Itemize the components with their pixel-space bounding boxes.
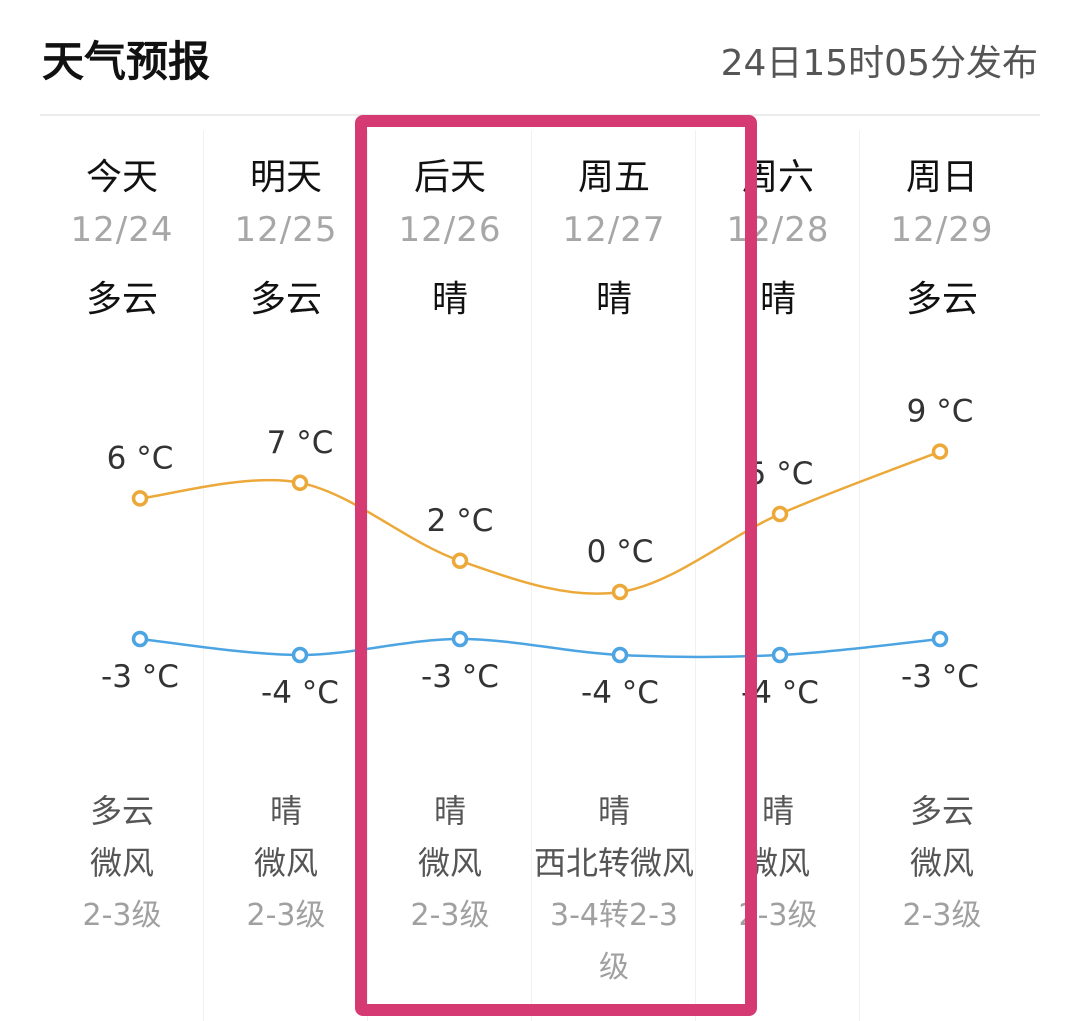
high-temp-point [291, 474, 309, 492]
day-condition: 晴 [431, 279, 468, 320]
high-temp-point [611, 583, 629, 601]
night-condition: 多云 [909, 792, 974, 830]
night-condition: 晴 [761, 792, 794, 830]
day-condition: 多云 [85, 279, 158, 320]
high-temp-label: 9 °C [907, 394, 974, 430]
low-temp-point [771, 646, 789, 664]
day-condition: 多云 [905, 279, 978, 320]
high-temp-point [931, 443, 949, 460]
high-temp-label: 6 °C [107, 440, 174, 476]
high-temp-point [451, 552, 469, 570]
column-divider [859, 130, 860, 1021]
highlight-box [355, 115, 757, 1016]
night-condition: 晴 [597, 792, 630, 830]
low-temp-line [139, 637, 941, 659]
low-temp-point [611, 646, 629, 664]
day-label: 周五 [577, 157, 650, 198]
day-label: 后天 [413, 157, 486, 198]
day-label: 周日 [905, 157, 978, 198]
forecast-day-today[interactable]: 今天 12/24 多云 多云 微风 2-3级 [40, 120, 204, 1021]
day-date: 12/25 [234, 210, 338, 250]
day-date: 12/27 [562, 210, 666, 250]
day-label: 明天 [249, 157, 322, 198]
high-temp-line [139, 450, 941, 595]
wind-level: 2-3级 [902, 898, 982, 933]
day-label: 今天 [85, 157, 158, 198]
wind-direction: 微风 [417, 844, 482, 882]
day-condition: 晴 [595, 279, 632, 320]
wind-level: 2-3级 [246, 898, 326, 933]
day-date: 12/26 [398, 210, 502, 250]
high-temp-label: 0 °C [587, 534, 654, 570]
low-temp-label: -3 °C [421, 659, 499, 695]
low-temp-point [131, 630, 149, 648]
high-temp-label: 5 °C [747, 456, 814, 492]
wind-level: 3-4转2-3级 [550, 898, 678, 985]
wind-level: 2-3级 [410, 898, 490, 933]
column-divider [367, 130, 368, 1021]
low-temp-point [931, 630, 949, 648]
high-temp-point [131, 490, 149, 507]
forecast-day-tomorrow[interactable]: 明天 12/25 多云 晴 微风 2-3级 [204, 120, 368, 1021]
wind-level: 2-3级 [82, 898, 162, 933]
day-date: 12/29 [890, 210, 994, 250]
low-temp-point [291, 646, 309, 664]
forecast-day-sunday[interactable]: 周日 12/29 多云 多云 微风 2-3级 [860, 120, 1024, 1021]
column-divider [203, 130, 204, 1021]
wind-direction: 微风 [253, 844, 318, 882]
wind-direction: 微风 [89, 844, 154, 882]
publish-time: 24日15时05分发布 [720, 43, 1038, 84]
column-divider [531, 130, 532, 1021]
night-condition: 晴 [433, 792, 466, 830]
night-condition: 晴 [269, 792, 302, 830]
forecast-day-friday[interactable]: 周五 12/27 晴 晴 西北转微风 3-4转2-3级 [532, 120, 696, 1021]
high-temp-point [771, 505, 789, 523]
high-temp-label: 2 °C [427, 503, 494, 539]
page-title: 天气预报 [42, 37, 211, 86]
low-temp-label: -3 °C [101, 659, 179, 695]
wind-direction: 微风 [909, 844, 974, 882]
night-condition: 多云 [89, 792, 154, 830]
day-condition: 晴 [759, 279, 796, 320]
day-date: 12/28 [726, 210, 830, 250]
wind-direction: 西北转微风 [533, 844, 694, 882]
low-temp-label: -4 °C [261, 675, 339, 711]
low-temp-point [451, 630, 469, 648]
day-condition: 多云 [249, 279, 322, 320]
low-temp-label: -4 °C [581, 675, 659, 711]
low-temp-label: -3 °C [901, 659, 979, 695]
high-temp-label: 7 °C [267, 425, 334, 461]
day-date: 12/24 [70, 210, 174, 250]
column-divider [695, 130, 696, 1021]
forecast-day-after-tomorrow[interactable]: 后天 12/26 晴 晴 微风 2-3级 [368, 120, 532, 1021]
